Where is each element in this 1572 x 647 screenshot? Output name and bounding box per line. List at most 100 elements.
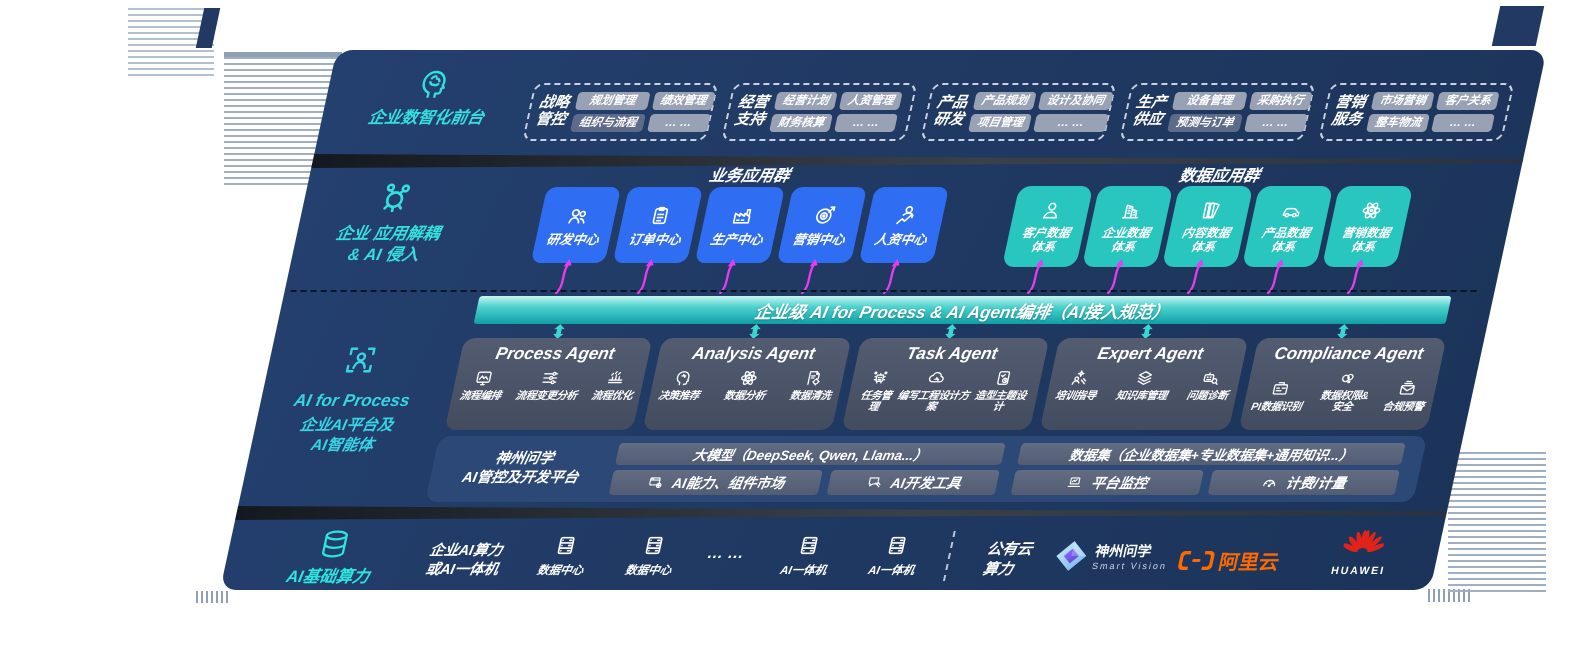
datacenter-node: 数据中心 (528, 533, 600, 578)
domain-card-operation: 经营 支持 经营计划 人资管理 财务核算 … … (721, 83, 918, 141)
ai-platform-label: 企业AI平台及 AI智能体 (298, 417, 395, 455)
agent-item: 合规预警 (1381, 379, 1429, 413)
domain-title: 产品 研发 (931, 94, 970, 128)
agent-item: 问题诊断 (1185, 368, 1233, 402)
laptop-monitor-icon (1065, 474, 1086, 491)
smart-vision-sub: Smart Vision (1091, 561, 1169, 571)
smart-vision-name: 神州问学 (1093, 543, 1154, 559)
model-bar-label: 大模型（DeepSeek, Qwen, Llama...） (691, 448, 929, 463)
capability-pill: 预测与订单 (1167, 114, 1243, 132)
agent-item-label: 数据分析 (722, 390, 767, 402)
updown-arrow (1141, 324, 1153, 339)
domain-card-marketing: 营销 服务 市场营销 客户关系 整车物流 … … (1318, 83, 1515, 141)
architecture-panel: 企业数智化前台 战略 管控 规划管理 绩效管理 组织与流程 … … 经营 支持 … (220, 50, 1547, 590)
agent-item-label: PI数据识别 (1249, 401, 1303, 414)
agent-item-label: 流程优化 (590, 390, 634, 402)
aliyun-label: 阿里云 (1216, 552, 1282, 574)
smart-vision-logo: 神州问学 Smart Vision (1052, 540, 1173, 572)
app-label: 营销中心 (791, 231, 847, 247)
flow-sliders-icon (538, 368, 562, 388)
agent-item-label: 知识库管理 (1114, 390, 1169, 402)
capability-market-label: AI能力、组件市场 (670, 474, 787, 491)
gauge-icon (1259, 474, 1280, 491)
doc-gear-icon (802, 368, 826, 388)
server-icon (638, 533, 668, 558)
agent-items: 任务管理 编写工程设计方案 造型主题设计 (849, 368, 1039, 413)
capability-pill: 市场营销 (1370, 92, 1435, 110)
ai-for-process-label: AI for Process (292, 391, 412, 410)
flow-arrow-magenta (718, 259, 736, 294)
agent-item: 培训指导 (1054, 368, 1102, 402)
capability-pill: 设备管理 (1171, 92, 1248, 110)
agent-card-expert: Expert Agent 培训指导 知识库管理 问题诊断 (1039, 338, 1249, 430)
node-label: 数据中心 (623, 565, 673, 577)
ai-platform-rail: AI for Process 企业AI平台及 AI智能体 (259, 342, 446, 456)
agent-item: 决策推荐 (657, 368, 705, 402)
node-label: 数据中心 (535, 565, 585, 577)
data-label: 内容数据 体系 (1180, 225, 1232, 254)
books-icon (1197, 199, 1225, 222)
data-label: 产品数据 体系 (1260, 225, 1312, 254)
huawei-logo: HUAWEI (1315, 528, 1410, 577)
agent-item-label: 合规预警 (1381, 401, 1425, 414)
agent-item-label: 流程编排 (458, 390, 503, 402)
data-box-customer: 客户数据 体系 (1001, 186, 1094, 267)
agent-items: 决策推荐 数据分析 数据清洗 (653, 368, 841, 402)
huawei-flower-icon (1342, 530, 1386, 553)
app-box-hr-center: 人资中心 (858, 187, 950, 263)
data-label: 客户数据 体系 (1020, 225, 1072, 254)
data-box-enterprise: 企业数据 体系 (1081, 186, 1174, 267)
spark-person-icon (1067, 368, 1091, 388)
domain-card-product: 产品 研发 产品规划 设计及协同 项目管理 … … (920, 83, 1117, 141)
smart-vision-diamond-icon (1056, 541, 1087, 571)
monitor-wave-icon (472, 368, 496, 388)
agent-item-label: 造型主题设计 (973, 390, 1028, 414)
capability-pill: 产品规划 (972, 92, 1037, 110)
dataset-bar: 数据集（企业数据集+专业数据集+通用知识...） (1017, 443, 1406, 465)
person-icon (1037, 199, 1065, 222)
conveyor-icon (604, 368, 628, 388)
platform-left-row: AI能力、组件市场 AI开发工具 (608, 470, 1000, 495)
capability-pill: 设计及协同 (1037, 92, 1114, 110)
ellipsis-nodes: … … (705, 545, 746, 562)
agent-card-process: Process Agent 流程编排 流程变更分析 流程优化 (444, 338, 653, 430)
billing-label: 计费/计量 (1284, 474, 1348, 491)
building-icon (1117, 199, 1145, 222)
capability-market-box: AI能力、组件市场 (608, 470, 824, 495)
capability-pill: … … (1431, 114, 1495, 132)
agent-title: Compliance Agent (1272, 344, 1426, 363)
updown-arrow (749, 324, 761, 339)
capability-pill: … … (646, 114, 711, 132)
platform-model-group: 大模型（DeepSeek, Qwen, Llama...） AI能力、组件市场 … (608, 443, 1006, 495)
updown-arrow (553, 324, 565, 339)
app-label: 生产中心 (709, 231, 765, 247)
app-label: 人资中心 (873, 231, 929, 247)
capability-pill: 经营计划 (773, 92, 838, 110)
agent-item-label: 问题诊断 (1185, 390, 1229, 402)
agent-title: Expert Agent (1095, 344, 1206, 363)
flow-arrow-magenta (1106, 259, 1124, 294)
flow-arrow-magenta (882, 259, 900, 294)
dev-tools-box: AI开发工具 (826, 470, 1000, 495)
domain-pills: 经营计划 人资管理 财务核算 … … (769, 92, 903, 132)
app-box-rd-center: 研发中心 (530, 187, 622, 263)
data-box-product: 产品数据 体系 (1241, 186, 1334, 267)
infra-divider (942, 531, 956, 581)
capability-pill: 采购执行 (1248, 92, 1313, 110)
capability-pill: 整车物流 (1366, 114, 1430, 132)
agent-item-label: 编写工程设计方案 (896, 390, 971, 414)
layers-icon (1133, 368, 1157, 388)
deco-bar-top-right (1491, 6, 1545, 46)
ai-appliance-node: AI一体机 (859, 533, 931, 578)
front-domain-row: 战略 管控 规划管理 绩效管理 组织与流程 … … 经营 支持 经营计划 人资管… (522, 83, 1515, 141)
capability-pill: 绩效管理 (651, 92, 716, 110)
agent-items: PI数据识别 数据权限& 安全 合规预警 (1246, 368, 1436, 413)
devtool-icon (864, 474, 885, 491)
atom-icon (736, 368, 760, 388)
atom-icon (1357, 199, 1385, 222)
updown-arrow (945, 324, 957, 339)
id-card-icon (1268, 379, 1292, 399)
capability-pill: … … (1243, 114, 1308, 132)
agent-item: 编写工程设计方案 (891, 368, 977, 413)
